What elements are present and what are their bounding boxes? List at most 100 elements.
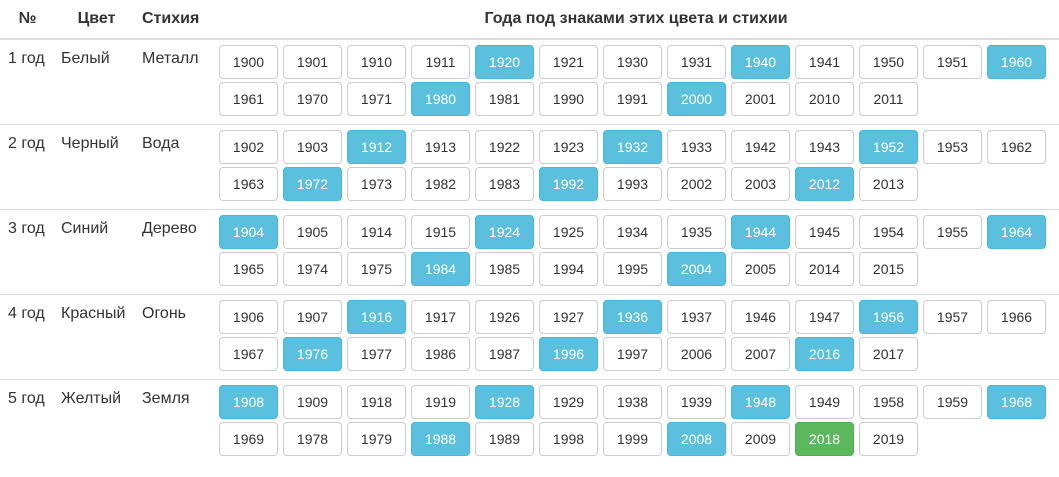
year-button[interactable]: 1918 — [347, 385, 406, 419]
year-button[interactable]: 1975 — [347, 252, 406, 286]
year-button[interactable]: 1967 — [219, 337, 278, 371]
year-button[interactable]: 1940 — [731, 45, 790, 79]
year-button[interactable]: 1960 — [987, 45, 1046, 79]
year-button[interactable]: 1941 — [795, 45, 854, 79]
year-button[interactable]: 1956 — [859, 300, 918, 334]
year-button[interactable]: 1909 — [283, 385, 342, 419]
year-button[interactable]: 2007 — [731, 337, 790, 371]
year-button[interactable]: 1965 — [219, 252, 278, 286]
year-button[interactable]: 1988 — [411, 422, 470, 456]
year-button[interactable]: 1927 — [539, 300, 598, 334]
year-button[interactable]: 2001 — [731, 82, 790, 116]
year-button[interactable]: 1945 — [795, 215, 854, 249]
year-button[interactable]: 1935 — [667, 215, 726, 249]
year-button[interactable]: 1974 — [283, 252, 342, 286]
year-button[interactable]: 1953 — [923, 130, 982, 164]
year-button[interactable]: 1932 — [603, 130, 662, 164]
year-button[interactable]: 2011 — [859, 82, 918, 116]
year-button[interactable]: 1961 — [219, 82, 278, 116]
year-button[interactable]: 2002 — [667, 167, 726, 201]
year-button[interactable]: 1928 — [475, 385, 534, 419]
year-button[interactable]: 1922 — [475, 130, 534, 164]
year-button[interactable]: 1913 — [411, 130, 470, 164]
year-button[interactable]: 2015 — [859, 252, 918, 286]
year-button[interactable]: 1905 — [283, 215, 342, 249]
year-button[interactable]: 2018 — [795, 422, 854, 456]
year-button[interactable]: 1902 — [219, 130, 278, 164]
year-button[interactable]: 1924 — [475, 215, 534, 249]
year-button[interactable]: 1973 — [347, 167, 406, 201]
year-button[interactable]: 1969 — [219, 422, 278, 456]
year-button[interactable]: 2006 — [667, 337, 726, 371]
year-button[interactable]: 1917 — [411, 300, 470, 334]
year-button[interactable]: 1923 — [539, 130, 598, 164]
year-button[interactable]: 1984 — [411, 252, 470, 286]
year-button[interactable]: 2010 — [795, 82, 854, 116]
year-button[interactable]: 1937 — [667, 300, 726, 334]
year-button[interactable]: 1906 — [219, 300, 278, 334]
year-button[interactable]: 1903 — [283, 130, 342, 164]
year-button[interactable]: 1942 — [731, 130, 790, 164]
year-button[interactable]: 1958 — [859, 385, 918, 419]
year-button[interactable]: 2000 — [667, 82, 726, 116]
year-button[interactable]: 1993 — [603, 167, 662, 201]
year-button[interactable]: 2014 — [795, 252, 854, 286]
year-button[interactable]: 1946 — [731, 300, 790, 334]
year-button[interactable]: 1914 — [347, 215, 406, 249]
year-button[interactable]: 2008 — [667, 422, 726, 456]
year-button[interactable]: 1920 — [475, 45, 534, 79]
year-button[interactable]: 1950 — [859, 45, 918, 79]
year-button[interactable]: 1912 — [347, 130, 406, 164]
year-button[interactable]: 2017 — [859, 337, 918, 371]
year-button[interactable]: 1977 — [347, 337, 406, 371]
year-button[interactable]: 1948 — [731, 385, 790, 419]
year-button[interactable]: 1981 — [475, 82, 534, 116]
year-button[interactable]: 1904 — [219, 215, 278, 249]
year-button[interactable]: 2009 — [731, 422, 790, 456]
year-button[interactable]: 1987 — [475, 337, 534, 371]
year-button[interactable]: 1936 — [603, 300, 662, 334]
year-button[interactable]: 1986 — [411, 337, 470, 371]
year-button[interactable]: 2013 — [859, 167, 918, 201]
year-button[interactable]: 1926 — [475, 300, 534, 334]
year-button[interactable]: 1976 — [283, 337, 342, 371]
year-button[interactable]: 1916 — [347, 300, 406, 334]
year-button[interactable]: 1947 — [795, 300, 854, 334]
year-button[interactable]: 1959 — [923, 385, 982, 419]
year-button[interactable]: 1994 — [539, 252, 598, 286]
year-button[interactable]: 1957 — [923, 300, 982, 334]
year-button[interactable]: 1955 — [923, 215, 982, 249]
year-button[interactable]: 1966 — [987, 300, 1046, 334]
year-button[interactable]: 1963 — [219, 167, 278, 201]
year-button[interactable]: 1972 — [283, 167, 342, 201]
year-button[interactable]: 1911 — [411, 45, 470, 79]
year-button[interactable]: 1982 — [411, 167, 470, 201]
year-button[interactable]: 1992 — [539, 167, 598, 201]
year-button[interactable]: 1999 — [603, 422, 662, 456]
year-button[interactable]: 1990 — [539, 82, 598, 116]
year-button[interactable]: 1995 — [603, 252, 662, 286]
year-button[interactable]: 1952 — [859, 130, 918, 164]
year-button[interactable]: 1996 — [539, 337, 598, 371]
year-button[interactable]: 2004 — [667, 252, 726, 286]
year-button[interactable]: 2003 — [731, 167, 790, 201]
year-button[interactable]: 1997 — [603, 337, 662, 371]
year-button[interactable]: 2016 — [795, 337, 854, 371]
year-button[interactable]: 1978 — [283, 422, 342, 456]
year-button[interactable]: 1970 — [283, 82, 342, 116]
year-button[interactable]: 1934 — [603, 215, 662, 249]
year-button[interactable]: 2012 — [795, 167, 854, 201]
year-button[interactable]: 1949 — [795, 385, 854, 419]
year-button[interactable]: 1971 — [347, 82, 406, 116]
year-button[interactable]: 1991 — [603, 82, 662, 116]
year-button[interactable]: 1964 — [987, 215, 1046, 249]
year-button[interactable]: 1968 — [987, 385, 1046, 419]
year-button[interactable]: 1951 — [923, 45, 982, 79]
year-button[interactable]: 1929 — [539, 385, 598, 419]
year-button[interactable]: 1930 — [603, 45, 662, 79]
year-button[interactable]: 1985 — [475, 252, 534, 286]
year-button[interactable]: 1962 — [987, 130, 1046, 164]
year-button[interactable]: 1983 — [475, 167, 534, 201]
year-button[interactable]: 1925 — [539, 215, 598, 249]
year-button[interactable]: 1943 — [795, 130, 854, 164]
